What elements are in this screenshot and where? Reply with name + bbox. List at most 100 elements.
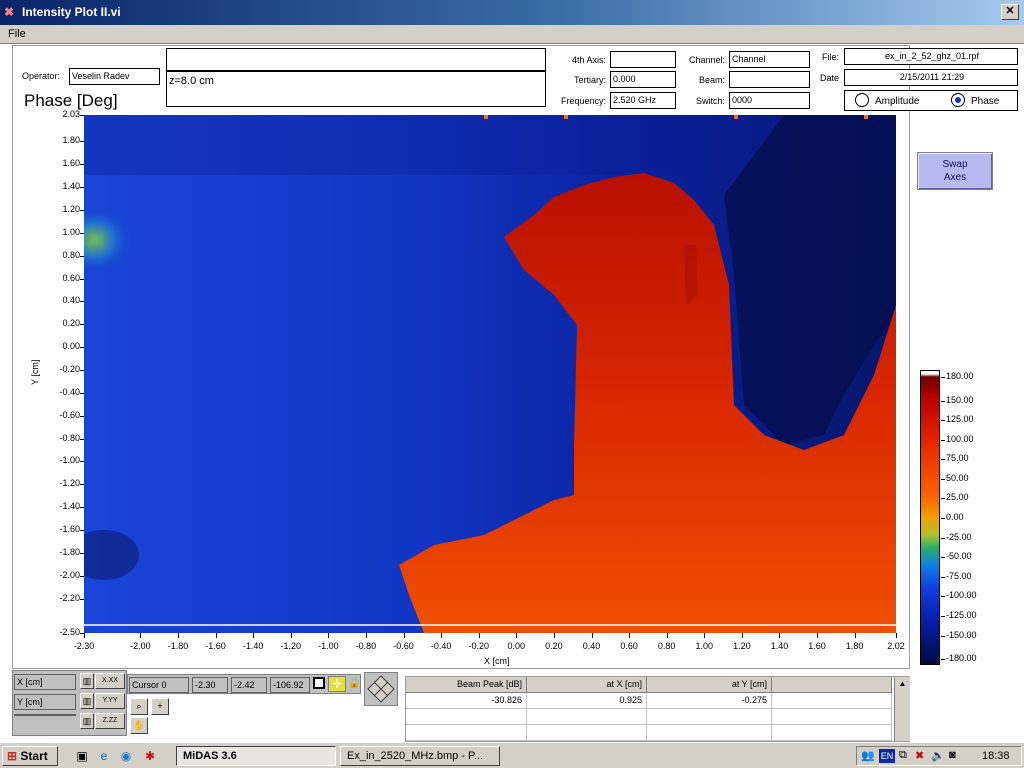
date-label: Date [820, 73, 840, 83]
y-tick-label: -0.60 [59, 409, 80, 420]
table-cell [772, 709, 892, 725]
y-tick-label: 0.80 [62, 249, 80, 260]
x-format-button[interactable]: X.XX [95, 673, 125, 689]
cursor-style-icon[interactable] [313, 677, 325, 689]
mode-selector [844, 90, 1018, 111]
task-midas[interactable]: MiDAS 3.6 [176, 746, 336, 766]
table-cell [527, 725, 647, 741]
volume-icon[interactable]: 🔈 [931, 750, 945, 762]
cursor-y-field[interactable]: -2.42 [231, 677, 267, 693]
color-scale-tick-label: 50.00 [946, 472, 969, 483]
y-tick-label: 1.80 [62, 135, 80, 146]
monitor-tray-icon[interactable]: ◙ [949, 749, 956, 761]
app-icon: ✖ [4, 5, 15, 19]
table-cell [647, 725, 772, 741]
y-scale-button[interactable]: ▥ [80, 693, 94, 709]
x-tick-mark [553, 633, 555, 638]
y-tick-mark [80, 209, 84, 211]
x-tick-mark [629, 633, 631, 638]
color-scale-tick-label: 150.00 [946, 394, 974, 405]
tertiary-field[interactable]: 0.000 [610, 71, 676, 88]
x-scale-button[interactable]: ▥ [80, 673, 94, 689]
cursor-crosshair-icon[interactable]: ✛ [328, 676, 346, 692]
x-tick-label: -1.00 [318, 641, 339, 651]
x-tick-mark [591, 633, 593, 638]
y-format-button[interactable]: Y.YY [95, 693, 125, 709]
comment-field[interactable]: z=8.0 cm [166, 71, 546, 107]
clock: 18:38 [982, 750, 1010, 762]
y-tick-mark [80, 598, 84, 600]
z-scale-button[interactable]: ▥ [80, 713, 94, 729]
y-tick-mark [80, 530, 84, 532]
x-tick-mark [328, 633, 330, 638]
fourth-axis-field[interactable] [610, 51, 676, 68]
cursor-name-field[interactable]: Cursor 0 [129, 677, 189, 693]
network-icon[interactable]: ◉ [120, 749, 132, 763]
x-tick-mark [253, 633, 255, 638]
crosshair-tool-icon[interactable]: + [151, 698, 169, 715]
file-label: File: [822, 52, 840, 62]
y-tick-label: -1.40 [59, 501, 80, 512]
y-tick-mark [80, 164, 84, 166]
security-tray-icon[interactable]: ✖ [915, 750, 925, 762]
cursor-x-field[interactable]: -2.30 [192, 677, 228, 693]
amplitude-radio[interactable] [855, 93, 869, 107]
comment-top-field[interactable] [166, 48, 546, 71]
internet-explorer-icon[interactable]: e [100, 749, 108, 763]
color-scale-tick-mark [941, 635, 945, 637]
show-desktop-icon[interactable]: ▣ [76, 749, 88, 763]
midas-quicklaunch-icon[interactable]: ✱ [144, 749, 156, 763]
cursor-lock-icon[interactable]: 🔒 [348, 678, 361, 689]
operator-field[interactable]: Veselin Radev [69, 68, 160, 85]
start-button[interactable]: ⊞ Start [2, 746, 58, 766]
y-tick-mark [80, 141, 84, 143]
y-axis-name-field[interactable]: Y [cm] [14, 694, 76, 710]
zoom-icon[interactable]: ⌕ [130, 698, 148, 715]
y-tick-label: 2.03 [62, 109, 80, 119]
color-scale-tick-mark [941, 596, 945, 598]
beam-field[interactable] [729, 71, 810, 88]
y-tick-label: -2.20 [59, 592, 80, 603]
x-tick-label: -0.80 [355, 641, 377, 651]
task-paint[interactable]: Ex_in_2520_MHz.bmp - P... [340, 746, 500, 766]
x-tick-mark [817, 633, 819, 638]
frequency-label: Frequency: [560, 96, 606, 106]
scroll-up-icon[interactable]: ▲ [898, 679, 907, 688]
switch-label: Switch: [695, 96, 725, 106]
y-tick-label: -2.00 [59, 569, 80, 580]
language-indicator[interactable]: EN [879, 749, 895, 763]
phase-label: Phase [971, 96, 1000, 107]
phase-radio[interactable] [951, 93, 965, 107]
swap-axes-button[interactable]: Swap Axes [917, 152, 993, 190]
switch-field[interactable]: 0000 [729, 92, 810, 109]
cursor-z-field[interactable]: -106.92 [270, 677, 310, 693]
y-tick-label: 1.40 [62, 181, 80, 192]
z-format-button[interactable]: Z.ZZ [95, 713, 125, 729]
user-icon[interactable]: 👥 [861, 750, 875, 762]
file-field[interactable]: ex_in_2_52_ghz_01.rpf [844, 48, 1018, 65]
cursor-move-pad[interactable] [364, 672, 398, 706]
intensity-plot[interactable] [84, 115, 896, 633]
y-tick-label: -0.20 [59, 363, 80, 374]
x-tick-label: 1.20 [733, 641, 751, 651]
y-tick-mark [80, 438, 84, 440]
x-axis-name-field[interactable]: X [cm] [14, 674, 76, 690]
x-tick-label: 1.00 [695, 641, 714, 651]
pan-hand-icon[interactable]: ✋ [130, 717, 148, 734]
x-tick-label: 0.00 [507, 641, 526, 651]
frequency-field[interactable]: 2.520 GHz [610, 92, 676, 109]
channel-field[interactable]: Channel [729, 51, 810, 68]
x-tick-label: 1.80 [845, 641, 864, 651]
color-scale-tick-label: -180.00 [946, 653, 977, 663]
network-tray-icon[interactable]: ⧉ [899, 749, 907, 761]
menu-file[interactable]: File [8, 28, 26, 40]
close-button[interactable]: ✕ [1001, 4, 1019, 20]
z-axis-name-field[interactable] [14, 714, 76, 716]
table-scrollbar[interactable]: ▲ [894, 677, 910, 741]
color-scale-tick-label: -25.00 [946, 531, 972, 542]
x-tick-label: -1.20 [280, 641, 301, 651]
y-tick-mark [80, 507, 84, 509]
color-scale-bar [920, 370, 940, 665]
windows-logo-icon: ⊞ [7, 749, 18, 763]
color-scale-tick-mark [941, 478, 945, 480]
